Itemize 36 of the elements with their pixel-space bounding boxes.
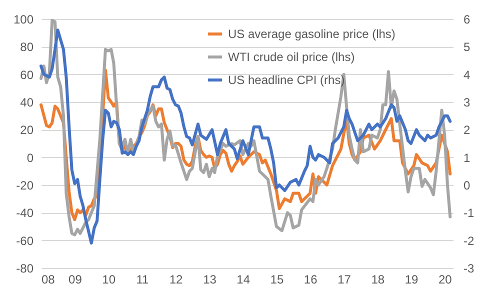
legend-label: WTI crude oil price (lhs) <box>228 50 355 64</box>
x-tick-label: 16 <box>304 272 318 286</box>
x-tick-label: 15 <box>270 272 284 286</box>
y2-tick-label: -1 <box>464 206 474 220</box>
y2-tick-label: 2 <box>464 123 470 138</box>
x-tick-label: 17 <box>338 272 352 286</box>
y2-tick-label: 5 <box>464 40 470 54</box>
x-tick-label: 19 <box>404 272 418 286</box>
x-tick-label: 09 <box>68 272 82 286</box>
y-tick-label: 80 <box>20 40 34 54</box>
y2-tick-label: 3 <box>464 96 470 110</box>
y-tick-label: 60 <box>20 68 34 82</box>
x-tick-label: 13 <box>203 272 217 286</box>
y-tick-label: 40 <box>20 96 34 110</box>
y-tick-label: -80 <box>16 262 34 276</box>
y-tick-label: 100 <box>13 12 34 26</box>
y2-tick-label: -3 <box>464 262 474 276</box>
y-tick-label: -20 <box>16 178 34 192</box>
y2-tick-label: -2 <box>464 234 474 248</box>
y-tick-label: -60 <box>16 234 34 248</box>
y-tick-label: 0 <box>26 150 34 165</box>
y2-tick-label: 1 <box>464 150 470 165</box>
y-tick-label: -40 <box>16 206 34 220</box>
x-tick-label: 08 <box>42 272 56 286</box>
legend-label: US average gasoline price (lhs) <box>228 27 396 41</box>
x-tick-label: 20 <box>438 272 452 286</box>
x-tick-label: 11 <box>136 272 149 286</box>
y2-tick-label: 4 <box>464 68 470 82</box>
legend-label: US headline CPI (rhs) <box>228 73 345 87</box>
y2-tick-label: 6 <box>464 12 470 26</box>
y-tick-label: 20 <box>20 123 34 138</box>
x-tick-label: 14 <box>236 272 250 286</box>
x-tick-label: 12 <box>169 272 184 286</box>
y2-tick-label: 0 <box>464 178 470 192</box>
x-tick-label: 10 <box>102 272 116 286</box>
x-tick-label: 18 <box>371 272 385 286</box>
